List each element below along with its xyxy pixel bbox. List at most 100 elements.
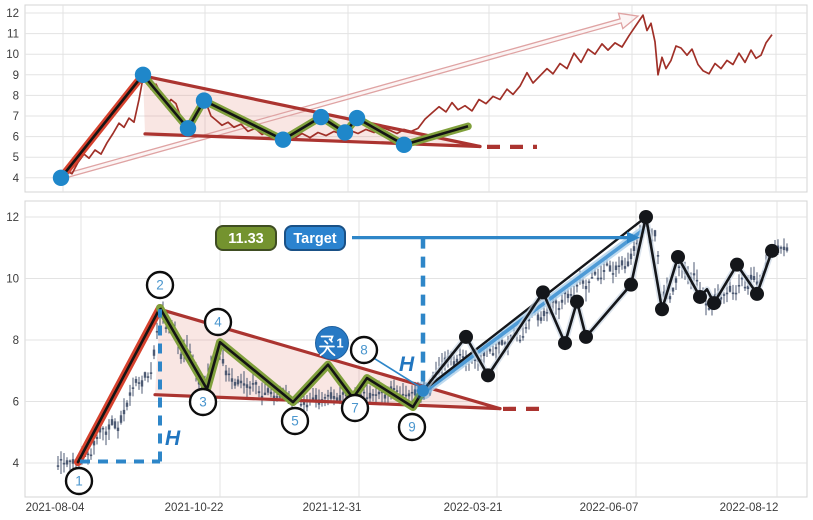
candle-body <box>230 378 234 382</box>
candle-body <box>704 303 708 306</box>
candle-body <box>401 393 405 396</box>
swing-dot <box>558 336 572 351</box>
candle-body <box>410 391 414 394</box>
wave-number-circle-7[interactable]: 7 <box>340 393 370 423</box>
candle-body <box>113 421 117 429</box>
target-value-badge[interactable]: 11.33 <box>215 225 277 251</box>
candle-body <box>242 383 246 386</box>
candle-body <box>233 382 237 386</box>
candle-body <box>653 230 657 237</box>
candle-body <box>329 392 333 399</box>
candle-body <box>110 419 114 425</box>
wave-number-text: 2 <box>156 278 164 293</box>
candle-body <box>134 379 138 383</box>
y-axis-tick-label: 10 <box>6 49 19 61</box>
candle-body <box>125 402 129 407</box>
candle-body <box>554 300 558 304</box>
target-badge[interactable]: Target <box>284 225 346 251</box>
candle-body <box>302 400 306 405</box>
y-axis-tick-label: 12 <box>6 8 19 20</box>
candle-body <box>236 379 240 385</box>
candle-body <box>569 294 573 296</box>
wedge-upper-trendline <box>141 74 482 149</box>
candle-body <box>503 342 507 345</box>
candle-body <box>629 253 633 260</box>
x-axis-tick-label: 2021-10-22 <box>165 502 224 514</box>
candle-body <box>539 317 543 321</box>
wave8-pointer-line <box>371 356 421 388</box>
candle-body <box>566 293 570 299</box>
candle-body <box>494 347 498 350</box>
candle-body <box>734 292 738 295</box>
candle-body <box>413 389 417 396</box>
candle-body <box>584 285 588 290</box>
candle-body <box>239 380 243 384</box>
candle-body <box>740 277 744 280</box>
wave-number-circle-2[interactable]: 2 <box>145 270 175 300</box>
candle-body <box>59 459 63 461</box>
candle-body <box>560 299 564 303</box>
candle-body <box>365 397 369 399</box>
candle-body <box>536 314 540 321</box>
wave-number-circle-8[interactable]: 8 <box>349 335 379 365</box>
candle-body <box>383 394 387 399</box>
candle-body <box>341 392 345 395</box>
buy-marker[interactable]: 1 <box>315 326 349 360</box>
candle-body <box>380 391 384 394</box>
candle-body <box>737 284 741 287</box>
y-axis-tick-label: 10 <box>6 274 19 286</box>
candle-body <box>749 274 753 280</box>
pivot-dot <box>274 131 292 148</box>
pivot-dot <box>312 108 330 126</box>
swing-dot <box>536 285 550 300</box>
pivot-dot <box>195 92 213 109</box>
target-arrowhead <box>627 231 640 244</box>
candle-body <box>326 394 330 397</box>
swing-dot <box>579 329 593 344</box>
candle-body <box>677 266 681 268</box>
wave-number-ring <box>203 307 233 337</box>
candle-body <box>695 279 699 282</box>
y-axis-tick-label: 5 <box>13 152 19 164</box>
candle-body <box>488 349 492 352</box>
height-label-right: H <box>399 353 415 376</box>
candle-body <box>620 260 624 266</box>
pivot-dot <box>134 66 152 84</box>
swing-dot <box>570 294 584 309</box>
wave-number-text: 8 <box>360 343 368 358</box>
wave-number-circle-4[interactable]: 4 <box>203 307 233 337</box>
pivot-dot <box>336 124 354 141</box>
pivot-dot <box>395 136 413 154</box>
candle-body <box>299 403 303 406</box>
wave-number-circle-1[interactable]: 1 <box>64 466 94 496</box>
candle-body <box>371 394 375 396</box>
wave-number-circle-5[interactable]: 5 <box>280 406 310 436</box>
candle-body <box>164 327 168 329</box>
candle-body <box>587 281 591 283</box>
wave-number-circle-3[interactable]: 3 <box>188 387 218 417</box>
candle-body <box>56 465 60 467</box>
candle-body <box>338 395 342 402</box>
candle-body <box>581 280 585 284</box>
wave-number-text: 5 <box>291 414 299 429</box>
candle-body <box>755 281 759 285</box>
candle-body <box>671 287 675 292</box>
candle-body <box>269 391 273 395</box>
wave-number-ring <box>188 387 218 417</box>
wave-number-text: 3 <box>199 395 207 410</box>
overlay-annotations: 11.33 Target H H 1 <box>165 225 415 450</box>
buy-glyph-mai-icon <box>319 335 336 357</box>
wave-number-circle-9[interactable]: 9 <box>397 412 427 442</box>
panel-background <box>24 4 808 193</box>
candle-body <box>674 278 678 283</box>
swing-dot <box>459 329 473 344</box>
candle-body <box>254 382 258 385</box>
candle-body <box>149 372 153 374</box>
wave-number-ring <box>64 466 94 496</box>
candle-body <box>518 339 522 342</box>
wave-number-ring <box>145 270 175 300</box>
candle-body <box>500 340 504 345</box>
candle-body <box>722 294 726 296</box>
